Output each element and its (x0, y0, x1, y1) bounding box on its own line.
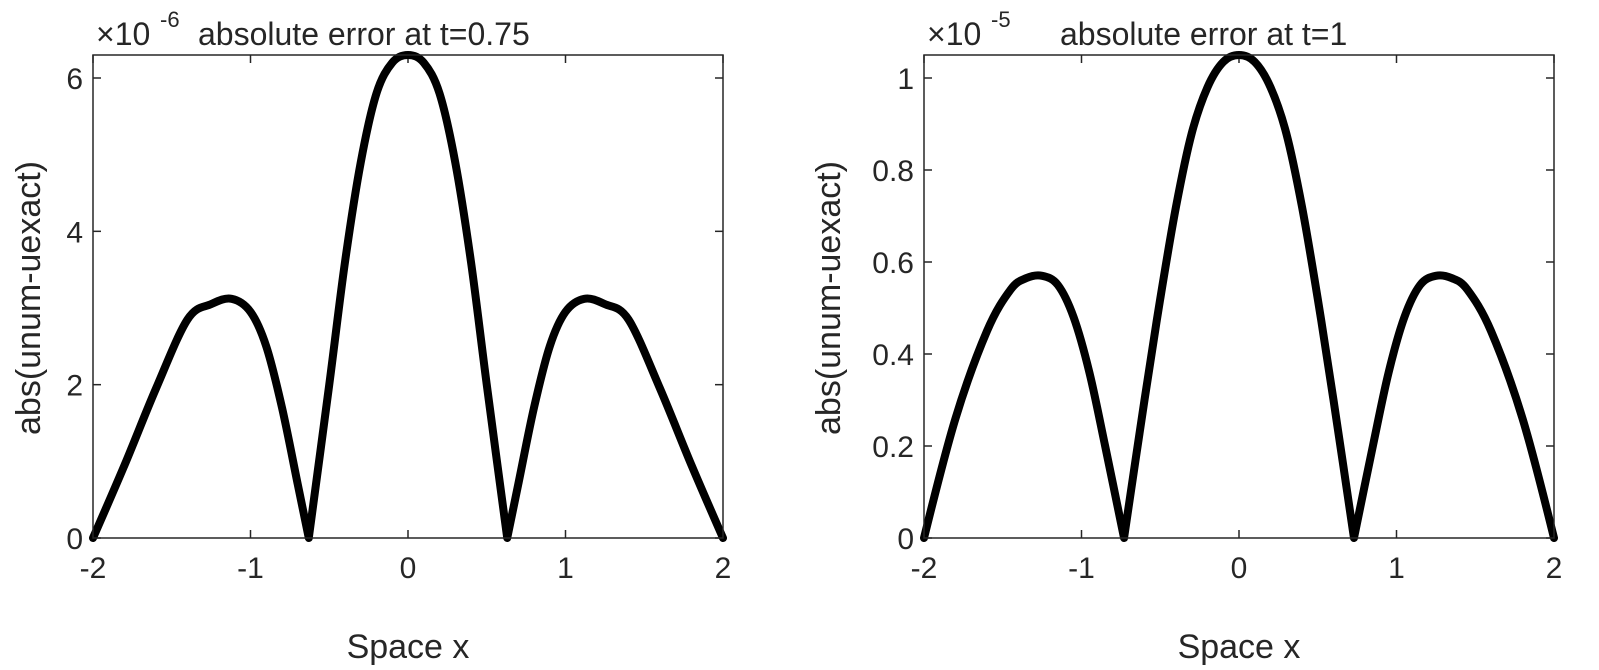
chart-left-plot-frame (92, 54, 724, 539)
chart-right-ylabel: abs(unum-uexact) (810, 161, 848, 435)
chart-left-series-line (89, 51, 727, 542)
chart-right-xtick-label: -2 (911, 552, 938, 585)
chart-right-ytick-label: 0.2 (872, 431, 914, 464)
chart-left-ytick-label: 4 (66, 216, 83, 249)
chart-right-xtick-label: 0 (1231, 552, 1248, 585)
chart-left-ytick-label: 2 (66, 370, 83, 403)
chart-right-ytick-label: 0 (897, 523, 914, 556)
chart-right: ×10 -5 absolute error at t=1 Space x abs… (810, 7, 1562, 666)
chart-right-ytick-label: 0.8 (872, 155, 914, 188)
chart-right-xlabel: Space x (1178, 628, 1301, 666)
chart-right-xtick-label: -1 (1068, 552, 1095, 585)
chart-right-xtick-label: 2 (1546, 552, 1563, 585)
chart-right-exponent-base: ×10 (927, 16, 981, 52)
chart-right-ticks: -2 -1 0 1 2 0 0.2 0.4 0.6 0.8 1 (872, 55, 1562, 585)
chart-left-xtick-label: -2 (80, 552, 107, 585)
chart-left-ylabel: abs(unum-uexact) (10, 161, 48, 435)
chart-left-xtick-label: 0 (400, 552, 417, 585)
chart-right-ytick-label: 0.4 (872, 339, 914, 372)
chart-right-exponent-power: -5 (991, 7, 1011, 32)
chart-left-xlabel: Space x (347, 628, 470, 666)
chart-left-xtick-label: -1 (237, 552, 264, 585)
chart-right-series-line (920, 51, 1558, 542)
chart-right-ytick-label: 0.6 (872, 247, 914, 280)
chart-right-xtick-label: 1 (1388, 552, 1405, 585)
chart-left-xtick-label: 2 (715, 552, 732, 585)
chart-left-ytick-label: 6 (66, 63, 83, 96)
chart-right-ytick-label: 1 (897, 63, 914, 96)
chart-left-title: absolute error at t=0.75 (198, 16, 530, 52)
chart-right-plot-frame (923, 54, 1555, 539)
chart-left-ytick-label: 0 (66, 523, 83, 556)
chart-left-exponent-power: -6 (160, 7, 180, 32)
chart-left: ×10 -6 absolute error at t=0.75 Space x … (10, 7, 731, 666)
chart-left-exponent-base: ×10 (96, 16, 150, 52)
chart-right-title: absolute error at t=1 (1060, 16, 1347, 52)
chart-left-xtick-label: 1 (557, 552, 574, 585)
